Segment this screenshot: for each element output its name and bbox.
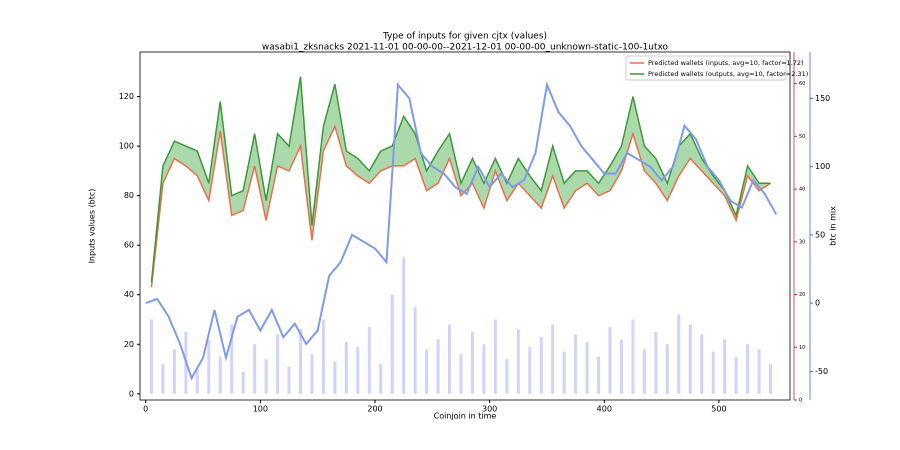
x-tick-label: 0 — [143, 405, 148, 414]
x-tick-label: 400 — [597, 405, 612, 414]
bar — [402, 257, 406, 394]
bar — [321, 319, 325, 394]
bar — [734, 356, 738, 394]
bar — [493, 319, 497, 394]
y-tick-label: 80 — [124, 191, 134, 200]
bar — [516, 329, 520, 394]
y-tick-label: 40 — [124, 290, 134, 299]
bar — [264, 359, 268, 394]
y3-tick-label: -50 — [815, 367, 828, 376]
bar — [436, 339, 440, 394]
y3-axis-label: btc in mix — [829, 206, 838, 246]
bar — [539, 336, 543, 394]
bar — [276, 334, 280, 394]
bar — [723, 339, 727, 394]
bar — [528, 346, 532, 394]
bar — [757, 349, 761, 394]
y2-tick-label: 60 — [799, 81, 805, 87]
bar — [207, 339, 211, 394]
bar — [746, 344, 750, 394]
bar — [161, 364, 165, 394]
y-tick-label: 120 — [119, 92, 134, 101]
bar — [654, 331, 658, 394]
legend-label: Predicted wallets (outputs, avg=10, fact… — [648, 70, 808, 78]
bar — [230, 324, 234, 394]
bar — [711, 351, 715, 394]
x-tick-label: 300 — [482, 405, 497, 414]
y-axis-label: Inputs values (btc) — [88, 189, 97, 264]
bar — [700, 334, 704, 394]
y2-tick-label: 10 — [799, 345, 805, 351]
y-tick-label: 100 — [119, 142, 134, 151]
series-line — [150, 76, 771, 283]
y2-tick-label: 0 — [799, 398, 802, 404]
y2-tick-label: 30 — [799, 239, 805, 245]
bar — [310, 354, 314, 394]
x-tick-label: 500 — [711, 405, 726, 414]
bar — [459, 354, 463, 394]
bar — [379, 364, 383, 394]
bar — [413, 307, 417, 394]
bar — [585, 341, 589, 394]
bar — [597, 356, 601, 394]
y-tick-label: 0 — [129, 389, 134, 398]
bar — [619, 339, 623, 394]
legend-label: Predicted wallets (inputs, avg=10, facto… — [648, 59, 804, 67]
chart-title: Type of inputs for given cjtx (values) — [382, 32, 547, 42]
bar — [333, 361, 337, 394]
bar — [172, 349, 176, 394]
bar — [642, 349, 646, 394]
bar — [241, 371, 245, 394]
y3-tick-label: 150 — [815, 94, 830, 103]
bar — [505, 359, 509, 394]
y3-tick-label: 100 — [815, 162, 830, 171]
bar — [390, 294, 394, 394]
chart-subtitle: wasabi1_zksnacks 2021-11-01 00-00-00--20… — [262, 43, 669, 53]
bar — [149, 319, 153, 394]
bar — [677, 314, 681, 394]
plot-frame — [139, 51, 791, 401]
mix-line — [145, 81, 778, 381]
bar — [344, 341, 348, 394]
bar — [195, 369, 199, 394]
y3-tick-label: 0 — [815, 299, 820, 308]
bar — [356, 346, 360, 394]
x-axis-label: Coinjoin in time — [434, 412, 497, 421]
y3-tick-label: 50 — [815, 230, 825, 239]
series-line — [150, 124, 771, 288]
bar — [574, 334, 578, 394]
bar — [665, 344, 669, 394]
bar — [448, 324, 452, 394]
y2-tick-label: 40 — [799, 187, 805, 193]
y2-tick-label: 50 — [799, 134, 805, 140]
bar — [769, 364, 773, 394]
bar — [218, 356, 222, 394]
y-tick-label: 60 — [124, 241, 134, 250]
x-tick-label: 100 — [253, 405, 268, 414]
bar — [470, 331, 474, 394]
bar — [482, 344, 486, 394]
bar — [562, 351, 566, 394]
bar — [688, 324, 692, 394]
bar — [608, 326, 612, 394]
x-tick-label: 200 — [367, 405, 382, 414]
y2-tick-label: 20 — [799, 292, 805, 298]
bar — [551, 324, 555, 394]
bar — [631, 319, 635, 394]
y-tick-label: 20 — [124, 340, 134, 349]
bar — [298, 329, 302, 394]
bar — [367, 326, 371, 394]
legend-box — [625, 55, 787, 81]
bar — [287, 366, 291, 394]
bar — [425, 349, 429, 394]
bar — [253, 344, 257, 394]
